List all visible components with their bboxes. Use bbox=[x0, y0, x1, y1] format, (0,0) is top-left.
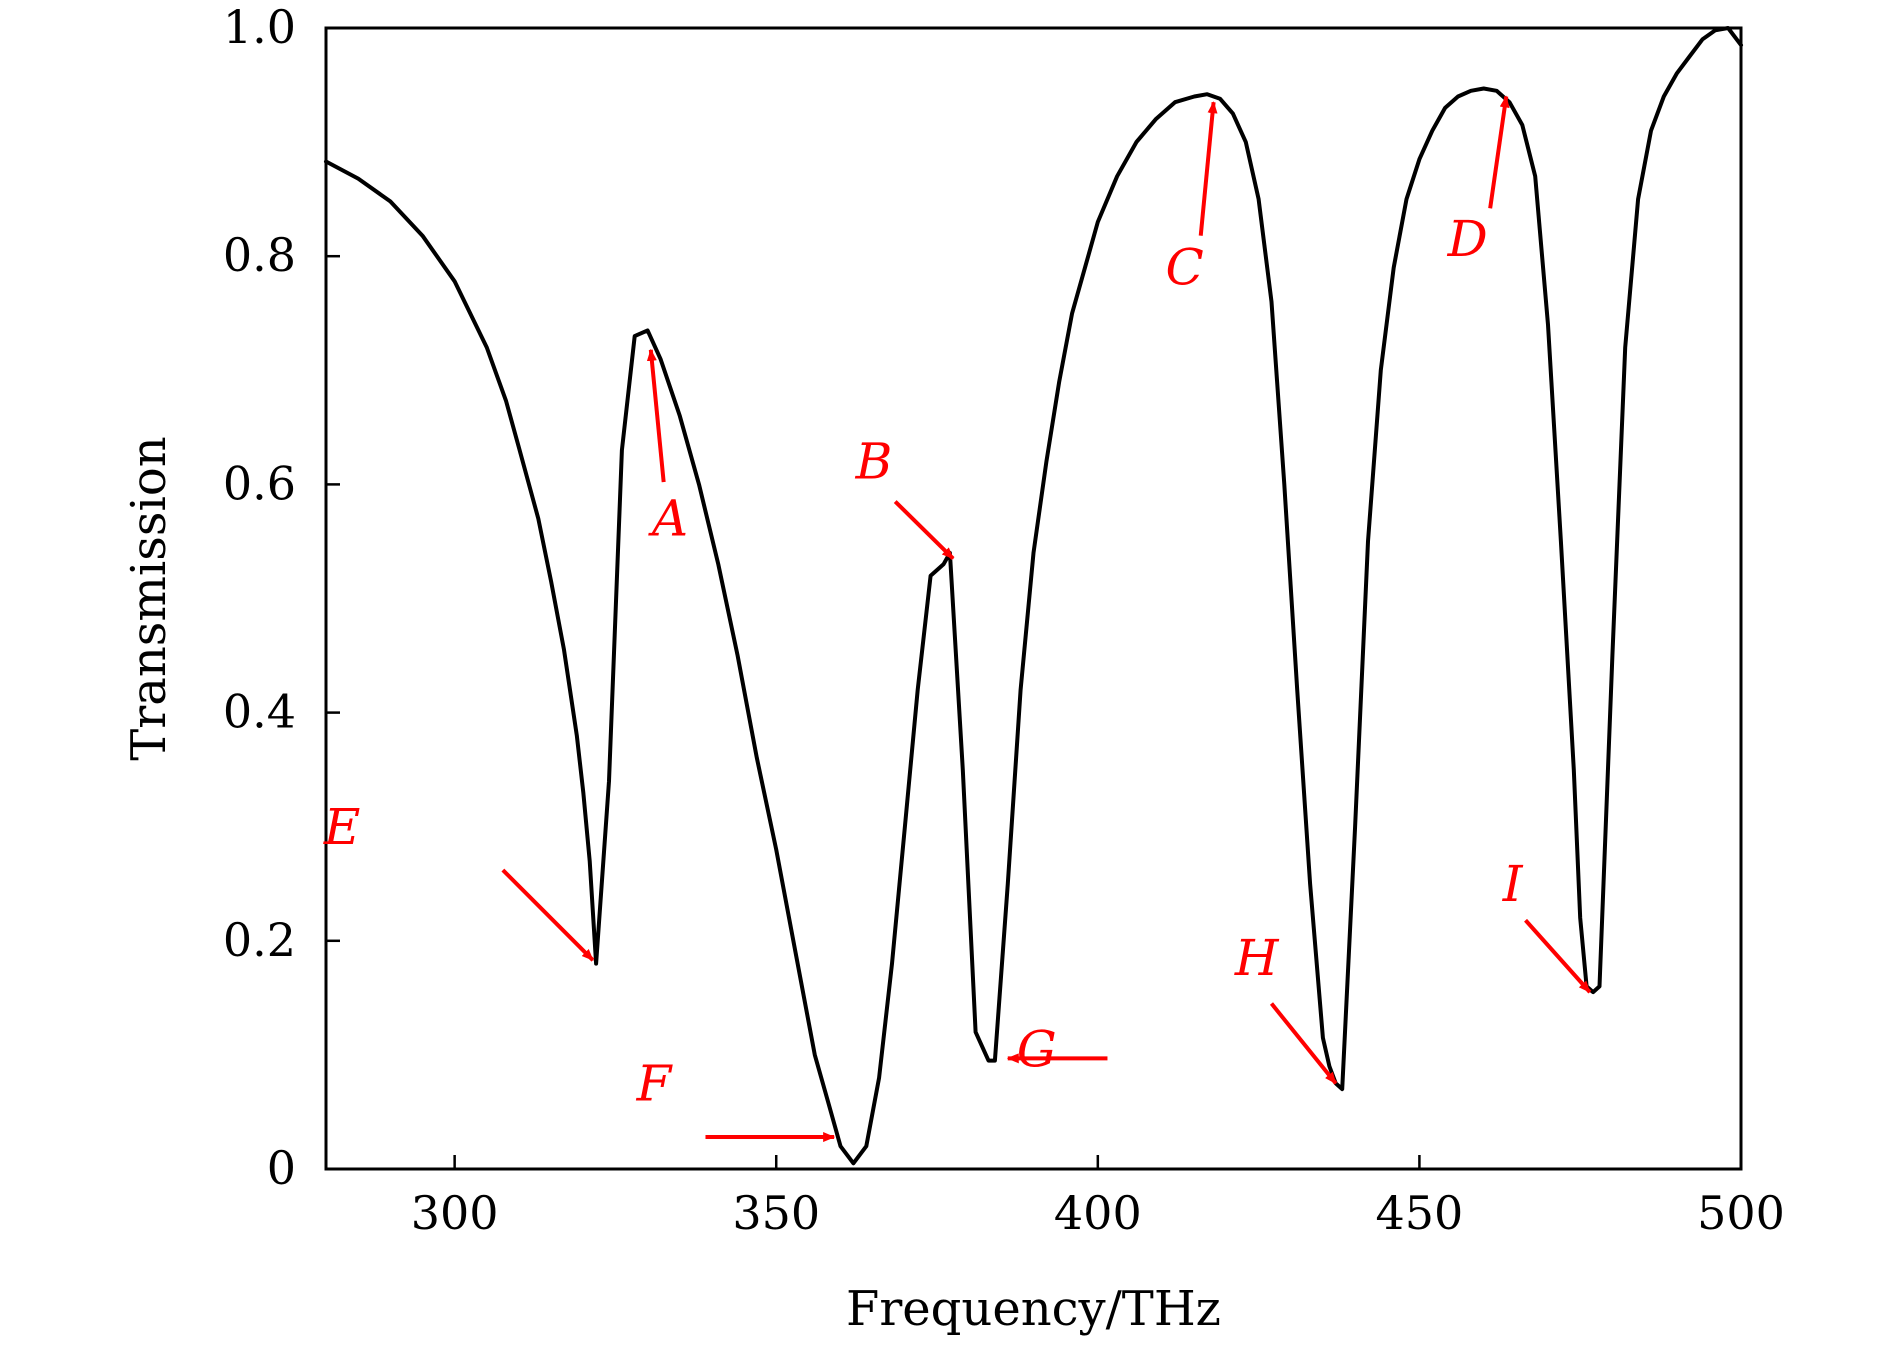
series-line-0 bbox=[324, 26, 1743, 1166]
annotation-label-b: B bbox=[855, 433, 893, 491]
y-tick-label: 0 bbox=[267, 1141, 296, 1195]
x-tick-label: 350 bbox=[732, 1186, 820, 1240]
annotation-label-a: A bbox=[648, 490, 688, 548]
y-tick-label: 0.2 bbox=[223, 913, 296, 967]
axes: 300 350 400 450 500 0 0.2 0.4 0.6 0.8 1.0 bbox=[223, 0, 1785, 1240]
y-tick-label: 1.0 bbox=[223, 0, 296, 54]
annotation-label-d: D bbox=[1447, 210, 1488, 268]
annotation-arrow-e bbox=[501, 868, 595, 962]
annotation-label-e: E bbox=[323, 798, 361, 856]
annotation-arrow-b bbox=[893, 500, 955, 560]
y-axis-title: Transmission bbox=[121, 436, 177, 760]
annotation-label-c: C bbox=[1166, 239, 1204, 297]
annotation-arrow-h bbox=[1269, 1002, 1338, 1085]
annotation-arrow-a bbox=[646, 348, 666, 483]
annotation-arrow-d bbox=[1488, 95, 1510, 209]
plot-frame bbox=[324, 26, 1743, 1171]
annotation-label-g: G bbox=[1017, 1020, 1057, 1078]
annotation-label-h: H bbox=[1234, 929, 1280, 987]
plot-area bbox=[324, 26, 1743, 1166]
x-tick-label: 500 bbox=[1697, 1186, 1785, 1240]
annotation-label-i: I bbox=[1502, 855, 1524, 913]
x-tick-label: 450 bbox=[1376, 1186, 1464, 1240]
annotations: A B C D E F G H I bbox=[323, 95, 1592, 1143]
annotation-label-f: F bbox=[636, 1055, 674, 1113]
y-tick-label: 0.4 bbox=[223, 685, 296, 739]
x-tick-label: 300 bbox=[411, 1186, 499, 1240]
x-axis-title: Frequency/THz bbox=[846, 1281, 1221, 1337]
y-tick-label: 0.8 bbox=[223, 228, 296, 282]
x-tick-label: 400 bbox=[1054, 1186, 1142, 1240]
annotation-arrow-i bbox=[1524, 918, 1592, 994]
annotation-arrow-c bbox=[1198, 101, 1218, 236]
y-tick-label: 0.6 bbox=[223, 456, 296, 510]
